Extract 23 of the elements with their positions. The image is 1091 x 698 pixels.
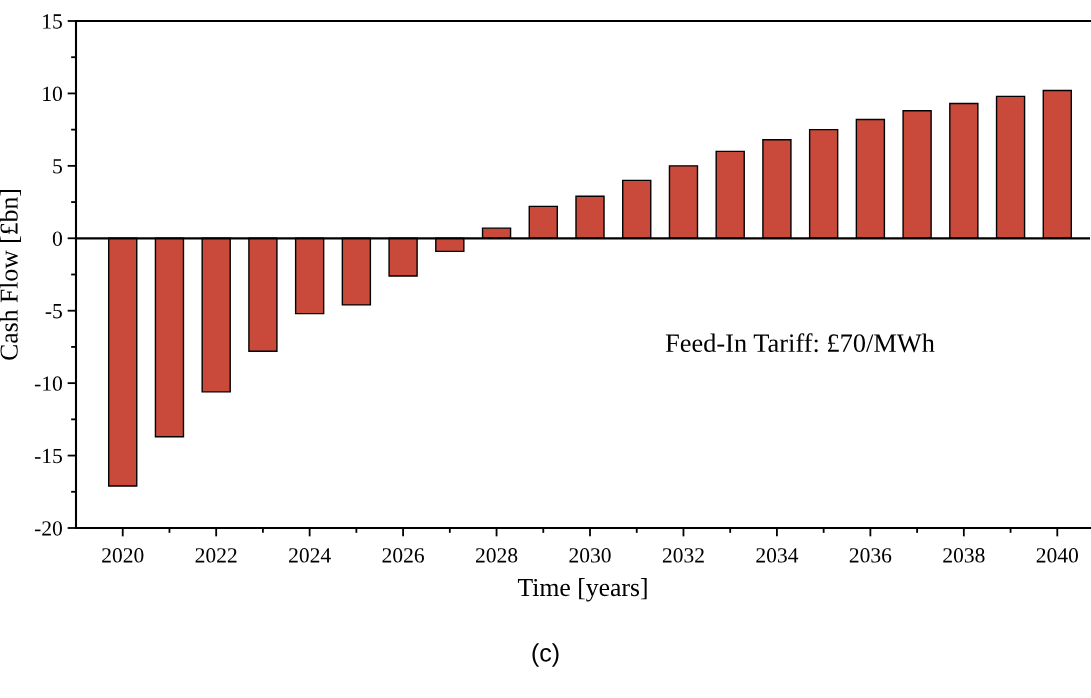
x-tick-label: 2022 <box>195 548 237 563</box>
y-tick-label: -15 <box>34 448 62 464</box>
y-tick-label: 5 <box>53 159 62 174</box>
y-tick-label: 15 <box>43 14 62 29</box>
x-tick-label: 2032 <box>662 548 704 563</box>
x-tick-label: 2024 <box>289 548 331 563</box>
y-tick-label: -5 <box>45 304 62 319</box>
x-tick-label: 2028 <box>475 548 518 563</box>
y-tick-label: 0 <box>52 231 62 246</box>
x-tick-label: 2026 <box>382 548 424 563</box>
x-tick-label: 2036 <box>849 548 892 563</box>
y-tick-label: 10 <box>43 86 62 102</box>
x-tick-label: 2040 <box>1036 548 1078 563</box>
y-tick-label: -10 <box>34 376 62 391</box>
y-tick-label: -20 <box>34 521 62 536</box>
x-tick-label: 2034 <box>756 548 799 563</box>
text: (c) <box>532 643 559 667</box>
y-axis-title: Cash Flow [£bn] <box>0 190 21 360</box>
x-tick-label: 2020 <box>102 548 144 563</box>
x-tick-label: 2038 <box>943 548 985 563</box>
annotation: Feed-In Tariff: £70/MWh <box>665 333 935 353</box>
x-axis-title: Time [years] <box>517 578 647 602</box>
x-tick-label: 2030 <box>569 548 611 563</box>
